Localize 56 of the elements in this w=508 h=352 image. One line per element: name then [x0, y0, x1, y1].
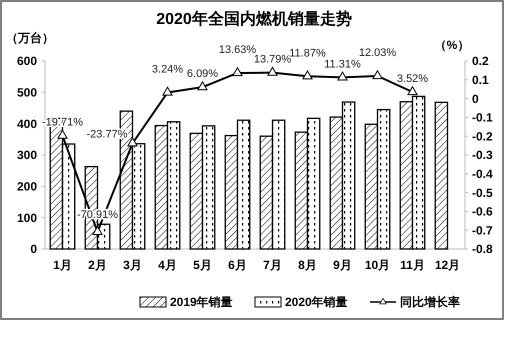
point	[57, 130, 68, 139]
x-tick-label: 4月	[158, 258, 177, 272]
y2-tick-label: -0.8	[472, 242, 494, 256]
point	[162, 86, 173, 96]
legend-label: 2019年销量	[170, 295, 233, 309]
y2-tick-label: 0.2	[472, 54, 490, 68]
data-label: 11.31%	[324, 58, 361, 70]
data-label: 3.52%	[396, 72, 428, 85]
y-tick-label: 300	[16, 148, 38, 162]
x-tick-label: 3月	[123, 258, 142, 272]
x-tick-label: 11月	[400, 258, 425, 272]
y2-tick-label: 0.1	[472, 73, 490, 87]
point	[127, 138, 138, 146]
y-tick-label: 600	[16, 54, 38, 68]
x-tick-label: 9月	[333, 258, 352, 272]
y2-tick-label: -0.1	[472, 110, 494, 125]
data-label: 3.24%	[152, 64, 184, 76]
x-tick-label: 2月	[88, 258, 107, 272]
x-tick-label: 5月	[193, 258, 212, 272]
y-axis-title: （万台）	[6, 31, 54, 45]
data-label: 13.63%	[218, 44, 256, 56]
y-tick-label: 100	[16, 210, 38, 225]
data-label: 11.87%	[289, 47, 326, 60]
legend-label: 2020年销量	[285, 295, 348, 309]
x-tick-label: 1月	[53, 258, 72, 272]
y2-tick-label: -0.6	[472, 204, 494, 219]
point	[232, 67, 243, 76]
chart-title: 2020年全国内燃机销量走势	[156, 10, 352, 28]
x-tick-label: 10月	[364, 258, 390, 272]
bar	[434, 102, 448, 250]
y2-tick-label: 0	[472, 92, 479, 106]
legend-label: 同比增长率	[400, 295, 460, 309]
x-tick-label: 8月	[298, 258, 317, 272]
y2-tick-label: -0.7	[472, 223, 494, 238]
y-tick-label: 0	[30, 242, 38, 256]
y2-axis-title: （%）	[434, 38, 470, 52]
point	[267, 66, 278, 76]
y-tick-label: 500	[16, 86, 38, 100]
data-label: 13.79%	[254, 54, 292, 66]
data-label: 6.09%	[186, 68, 218, 80]
point	[337, 72, 348, 80]
y2-tick-label: -0.2	[472, 129, 494, 144]
x-tick-label: 12月	[434, 258, 460, 272]
point	[92, 226, 103, 236]
y-tick-label: 400	[16, 116, 38, 131]
x-tick-label: 7月	[263, 258, 282, 272]
y2-tick-label: -0.3	[472, 148, 494, 162]
point	[407, 86, 418, 96]
y-tick-label: 200	[16, 180, 38, 194]
point	[197, 81, 208, 90]
data-label: 12.03%	[358, 46, 396, 59]
point	[302, 70, 313, 80]
y2-tick-label: -0.5	[472, 186, 494, 200]
y2-tick-label: -0.4	[472, 167, 494, 181]
point	[372, 70, 383, 80]
x-tick-label: 6月	[228, 258, 247, 272]
